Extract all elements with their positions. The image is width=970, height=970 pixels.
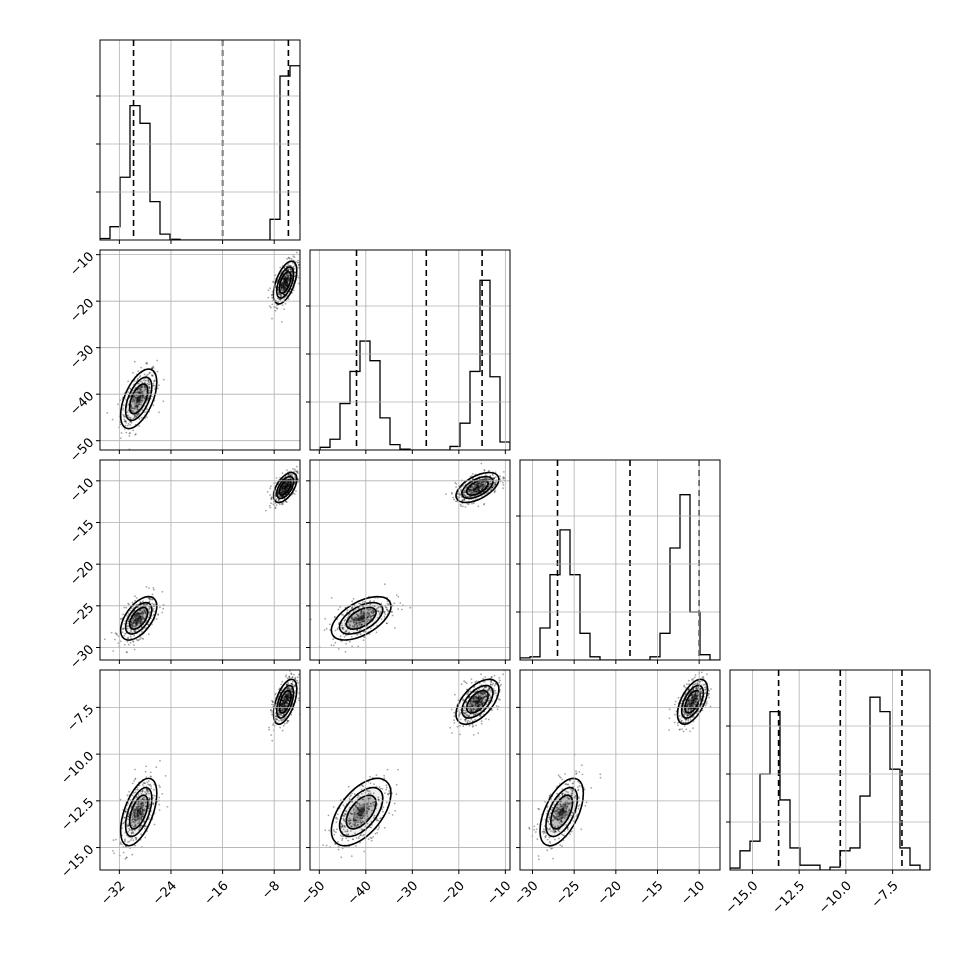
y-tick-label: −10	[67, 476, 97, 506]
x-tick-label: −20	[438, 878, 468, 908]
x-tick-label: −24	[150, 878, 180, 908]
x-tick-label: −32	[98, 878, 128, 908]
y-tick-label: −10.0	[59, 749, 98, 788]
y-tick-label: −30	[67, 642, 97, 672]
x-tick-label: −10	[678, 878, 708, 908]
y-tick-label: −30	[67, 342, 97, 372]
y-tick-label: −15.0	[59, 842, 98, 881]
scatter-points	[104, 252, 712, 861]
x-tick-label: −10.0	[816, 878, 855, 917]
histograms	[100, 40, 930, 870]
y-tick-label: −7.5	[64, 702, 97, 735]
x-tick-label: −25	[553, 878, 583, 908]
histogram-4	[730, 697, 930, 870]
x-tick-label: −20	[595, 878, 625, 908]
x-tick-label: −8	[259, 878, 283, 902]
x-tick-label: −12.5	[769, 878, 808, 917]
y-tick-label: −40	[67, 389, 97, 419]
histogram-3	[520, 495, 720, 660]
y-tick-label: −15	[67, 517, 97, 547]
x-tick-label: −16	[202, 878, 232, 908]
y-tick-label: −12.5	[59, 796, 98, 835]
panel-frames	[96, 40, 930, 874]
y-tick-label: −25	[67, 601, 97, 631]
x-tick-label: −30	[512, 878, 542, 908]
x-tick-label: −50	[298, 878, 328, 908]
x-tick-label: −10	[484, 878, 514, 908]
histogram-1	[100, 66, 300, 240]
y-tick-label: −50	[67, 435, 97, 465]
y-tick-label: −20	[67, 296, 97, 326]
x-tick-label: −30	[391, 878, 421, 908]
x-tick-label: −7.5	[869, 878, 902, 911]
y-tick-label: −20	[67, 559, 97, 589]
x-tick-label: −15.0	[723, 878, 762, 917]
x-tick-label: −40	[345, 878, 375, 908]
x-tick-label: −15	[637, 878, 667, 908]
y-tick-label: −10	[67, 249, 97, 279]
